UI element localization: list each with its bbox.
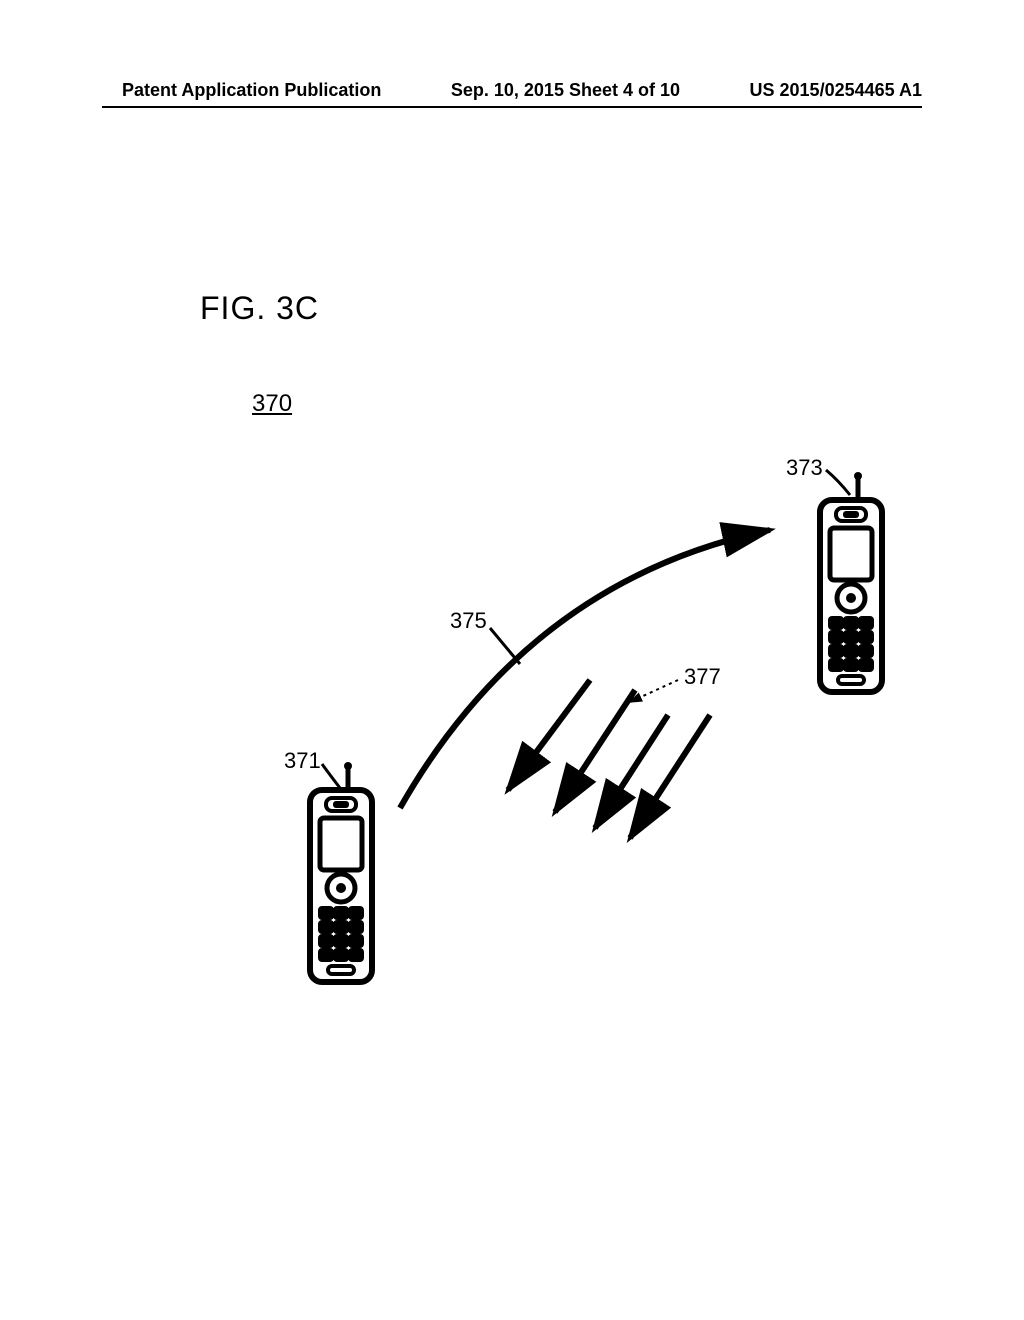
leader-377 (630, 680, 678, 702)
leader-373 (826, 470, 850, 495)
phone-371-icon (310, 762, 372, 982)
leader-375 (490, 628, 520, 664)
phone-373-icon (820, 472, 882, 692)
leader-371 (322, 764, 340, 788)
arrows-377 (508, 680, 710, 838)
figure-svg (0, 0, 1024, 1320)
